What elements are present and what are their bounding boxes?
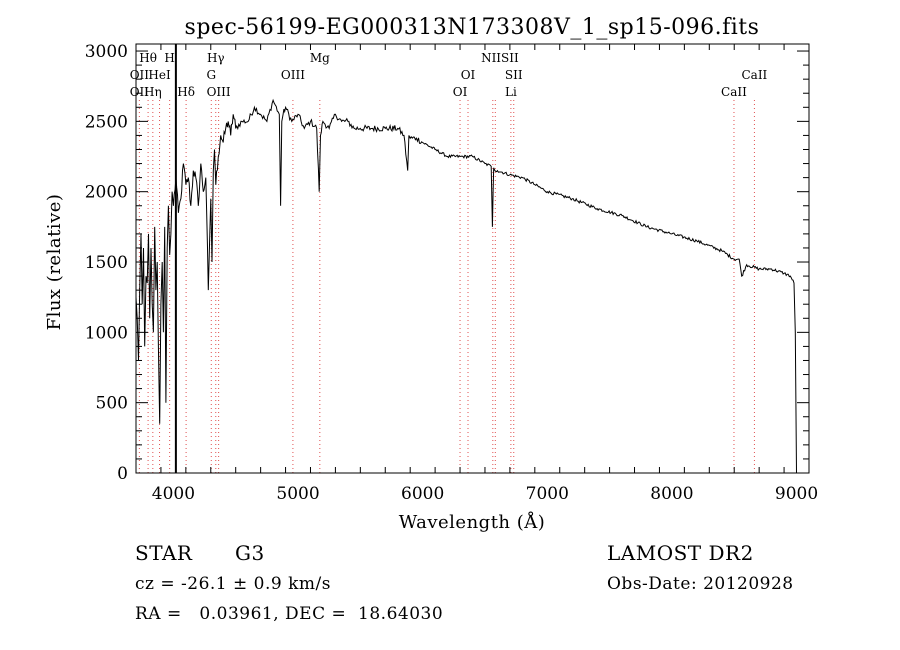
coordinates: RA = 0.03961, DEC = 18.64030 <box>135 604 444 624</box>
spectral-line-label: Hη <box>144 85 162 99</box>
object-subclass: G3 <box>235 541 265 565</box>
spectral-line-label: OII <box>130 85 150 99</box>
y-tick-label: 1000 <box>85 323 128 343</box>
spectral-line-label: NIISII <box>481 51 519 65</box>
spectral-line-label: OIII <box>207 85 231 99</box>
y-tick-labels: 0 500 1000 1500 2000 2500 3000 <box>85 42 128 484</box>
redshift-velocity: cz = -26.1 ± 0.9 km/s <box>135 574 331 594</box>
object-class: STAR <box>135 541 193 565</box>
x-tick-label: 7000 <box>526 484 569 504</box>
plot-frame <box>135 43 810 474</box>
x-tick-label: 8000 <box>650 484 693 504</box>
chart-title: spec-56199-EG000313N173308V_1_sp15-096.f… <box>185 15 760 40</box>
spectral-line-label: OI <box>453 85 468 99</box>
spectrum-line <box>135 98 797 474</box>
spectral-line-label: Mg <box>310 51 330 65</box>
spectral-line-label: Li <box>505 85 517 99</box>
line-annotation-markers <box>138 44 755 473</box>
y-tick-label: 3000 <box>85 42 128 62</box>
x-tick-labels: 4000 5000 6000 7000 8000 9000 <box>152 484 818 504</box>
y-tick-label: 1500 <box>85 253 128 273</box>
spectral-line-label: SII <box>505 68 523 82</box>
spectral-line-label: OI <box>461 68 476 82</box>
spectral-line-label: OII <box>130 68 150 82</box>
x-axis-label: Wavelength (Å) <box>399 511 546 533</box>
spectral-line-label: OIII <box>281 68 305 82</box>
y-tick-label: 2500 <box>85 112 128 132</box>
spectral-line-label: CaII <box>741 68 767 82</box>
y-tick-label: 500 <box>96 394 128 414</box>
x-tick-label: 6000 <box>401 484 444 504</box>
spectral-line-label: G <box>206 68 216 82</box>
y-tick-label: 0 <box>117 464 128 484</box>
survey-name: LAMOST DR2 <box>607 541 754 565</box>
y-axis-label: Flux (relative) <box>44 194 65 331</box>
spectral-line-label: HeI <box>148 68 171 82</box>
spectral-line-label: Hγ <box>207 51 225 65</box>
observation-date: Obs-Date: 20120928 <box>607 574 794 594</box>
x-tick-label: 5000 <box>276 484 319 504</box>
x-tick-label: 9000 <box>775 484 818 504</box>
axis-ticks <box>135 44 810 474</box>
spectral-line-label: CaII <box>721 85 747 99</box>
spectral-line-label: Hδ <box>177 85 195 99</box>
spectral-line-label: H <box>164 51 174 65</box>
y-tick-label: 2000 <box>85 183 128 203</box>
spectral-line-label: Hθ <box>139 51 157 65</box>
x-tick-label: 4000 <box>152 484 195 504</box>
